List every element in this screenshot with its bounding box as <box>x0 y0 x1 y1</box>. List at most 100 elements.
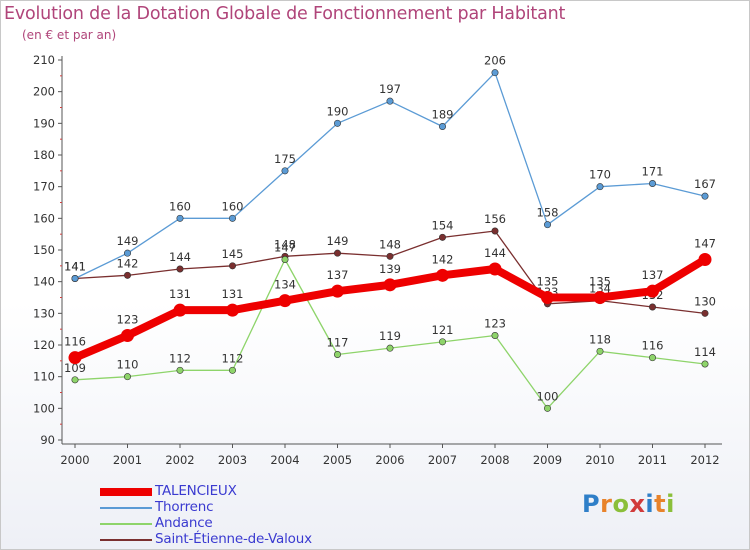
data-label: 134 <box>274 278 296 292</box>
logo-letter: r <box>600 490 613 518</box>
data-label: 142 <box>117 256 139 270</box>
x-tick-label: 2000 <box>60 453 89 467</box>
data-label: 100 <box>537 389 559 403</box>
data-point <box>593 291 607 304</box>
data-label: 171 <box>642 165 664 179</box>
data-label: 206 <box>484 54 506 68</box>
legend-label: Thorrenc <box>155 499 214 515</box>
legend-label: TALENCIEUX <box>155 483 237 499</box>
data-point <box>68 351 82 365</box>
data-point <box>701 309 709 317</box>
data-label: 137 <box>642 268 664 282</box>
logo-letter: i <box>666 490 675 518</box>
x-tick-label: 2012 <box>690 453 719 467</box>
series-talencieux: 116 123 131 131 134 137 139 142 144 135 135 137 147 <box>64 237 716 365</box>
data-label: 130 <box>694 294 716 308</box>
data-label: 147 <box>274 241 296 255</box>
series-thorrenc: 141 149 160 160 175 190 197 189 206 158 170 171 167 <box>64 54 716 282</box>
y-tick-label: 210 <box>33 53 55 67</box>
data-point <box>333 119 341 127</box>
data-point <box>281 255 289 263</box>
x-tick-label: 2004 <box>270 453 299 467</box>
data-point <box>491 331 499 339</box>
x-tick-label: 2011 <box>638 453 667 467</box>
data-point <box>648 303 656 311</box>
data-point <box>436 268 449 282</box>
data-point <box>333 249 341 257</box>
data-label: 116 <box>64 335 86 349</box>
x-tick-label: 2008 <box>480 453 509 467</box>
y-tick-label: 190 <box>33 116 55 130</box>
data-point <box>124 373 132 381</box>
x-tick-label: 2001 <box>113 453 142 467</box>
y-tick-label: 110 <box>33 370 55 384</box>
proxiti-logo: Proxiti <box>582 490 675 518</box>
data-point <box>71 274 79 282</box>
data-point <box>176 214 184 222</box>
data-point <box>491 227 499 235</box>
data-label: 131 <box>222 287 244 301</box>
data-label: 189 <box>432 108 454 122</box>
x-tick-label: 2010 <box>585 453 614 467</box>
data-label: 158 <box>537 206 559 220</box>
x-tick-label: 2005 <box>323 453 352 467</box>
data-point <box>541 291 554 304</box>
data-point <box>438 338 446 346</box>
data-label: 144 <box>169 250 191 264</box>
data-point <box>698 253 712 266</box>
data-label: 121 <box>432 323 454 337</box>
legend-label: Andance <box>155 515 213 531</box>
data-label: 197 <box>379 82 401 96</box>
data-label: 148 <box>274 237 296 251</box>
y-tick-label: 180 <box>33 148 55 162</box>
data-label: 137 <box>327 268 349 282</box>
data-point <box>124 249 132 257</box>
y-tick-label: 170 <box>33 180 55 194</box>
data-point <box>278 294 292 308</box>
data-label: 141 <box>64 260 86 274</box>
data-label: 139 <box>379 262 401 276</box>
data-label: 142 <box>432 252 454 266</box>
data-label: 190 <box>327 104 349 118</box>
data-point <box>229 214 237 222</box>
data-label: 112 <box>222 351 244 365</box>
data-point <box>543 221 551 229</box>
data-point <box>331 284 344 298</box>
data-point <box>438 123 446 131</box>
data-label: 144 <box>484 246 506 260</box>
data-point <box>229 262 237 270</box>
data-point <box>173 303 187 317</box>
data-point <box>701 192 709 200</box>
data-point <box>596 347 604 355</box>
data-label: 145 <box>222 247 244 261</box>
legend-swatch <box>100 523 152 525</box>
data-label: 109 <box>64 361 86 375</box>
data-label: 119 <box>379 329 401 343</box>
x-tick-label: 2003 <box>218 453 247 467</box>
legend-swatch <box>100 539 152 541</box>
data-label: 135 <box>537 275 559 289</box>
chart-legend: TALENCIEUX Thorrenc Andance Saint-Étienne-d… <box>100 483 400 548</box>
data-point <box>124 271 132 279</box>
data-label: 160 <box>222 199 244 213</box>
y-tick-label: 200 <box>33 85 55 99</box>
y-tick-label: 140 <box>33 275 55 289</box>
legend-swatch <box>100 507 152 509</box>
data-point <box>71 376 79 384</box>
y-tick-label: 130 <box>33 306 55 320</box>
data-point <box>386 252 394 260</box>
series-andance: 109 110 112 112 147 117 119 121 123 100 118 116 114 <box>64 241 716 412</box>
data-point <box>226 303 239 317</box>
data-label: 118 <box>589 332 611 346</box>
data-label: 170 <box>589 168 611 182</box>
data-point <box>386 344 394 352</box>
x-tick-label: 2007 <box>428 453 457 467</box>
data-point <box>491 69 499 77</box>
legend-item: TALENCIEUX <box>100 483 400 500</box>
chart-title: Evolution de la Dotation Globale de Fonc… <box>4 4 566 24</box>
data-label: 141 <box>64 260 86 274</box>
data-point <box>176 366 184 374</box>
y-tick-label: 100 <box>33 401 55 415</box>
data-label: 114 <box>694 345 716 359</box>
data-point <box>646 284 659 298</box>
